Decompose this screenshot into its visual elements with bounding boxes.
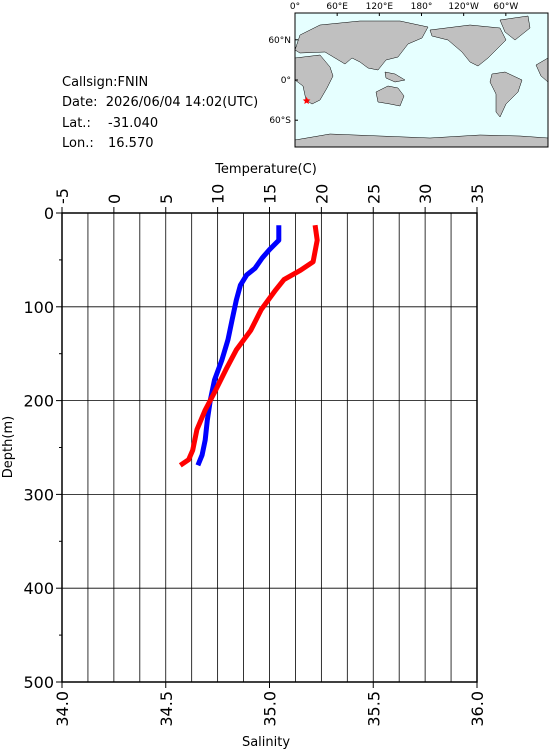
top-tick-label: 20 [312, 184, 331, 204]
top-tick-label: 0 [105, 194, 124, 204]
profile-line [195, 225, 282, 467]
bottom-tick-label: 35.5 [364, 691, 383, 727]
top-tick-label: 15 [261, 184, 280, 204]
y-tick-label: 500 [23, 673, 54, 692]
info-block: Callsign:FNIN Date: 2026/06/04 14:02(UTC… [62, 75, 258, 151]
lat-label: Lat.: [62, 116, 91, 131]
land [294, 15, 549, 148]
map: 0° 60°E 120°E 180° 120°W 60°W 60°N 0° 60°S [268, 2, 549, 148]
map-lon-label: 180° [411, 2, 433, 12]
date: Date: 2026/06/04 14:02(UTC) [62, 95, 258, 110]
lon-value: 16.570 [108, 136, 154, 151]
map-lat-label: 60°S [269, 116, 291, 126]
map-lat-label: 60°N [268, 36, 291, 46]
top-axis-label: Temperature(C) [214, 162, 317, 177]
lat-value: -31.040 [108, 116, 158, 131]
profile-line [178, 224, 320, 468]
lon-label: Lon.: [62, 136, 94, 151]
bottom-tick-label: 36.0 [468, 691, 487, 727]
bottom-tick-label: 34.5 [157, 691, 176, 727]
y-tick-label: 100 [23, 298, 54, 317]
plot-frame [61, 212, 478, 683]
y-tick-label: 300 [23, 485, 54, 504]
top-tick-label: 30 [416, 184, 435, 204]
top-tick-label: 25 [364, 184, 383, 204]
station-marker [302, 96, 311, 104]
map-lat-label: 0° [281, 76, 291, 86]
top-tick-label: 10 [209, 184, 228, 204]
top-tick-label: 5 [157, 194, 176, 204]
bottom-axis-label: Salinity [242, 735, 290, 750]
map-lon-label: 60°E [326, 2, 348, 12]
bottom-tick-label: 34.0 [53, 691, 72, 727]
top-tick-label: -5 [53, 188, 72, 204]
map-lon-label: 60°W [493, 2, 518, 12]
map-lon-label: 120°W [448, 2, 479, 12]
y-tick-label: 400 [23, 579, 54, 598]
top-tick-label: 35 [468, 184, 487, 204]
bottom-tick-label: 35.0 [261, 691, 280, 727]
y-tick-label: 0 [44, 204, 54, 223]
map-lon-label: 120°E [366, 2, 394, 12]
y-axis-label: Depth(m) [1, 416, 16, 478]
map-lon-label: 0° [290, 2, 300, 12]
y-tick-label: 200 [23, 392, 54, 411]
callsign: Callsign:FNIN [62, 75, 148, 90]
